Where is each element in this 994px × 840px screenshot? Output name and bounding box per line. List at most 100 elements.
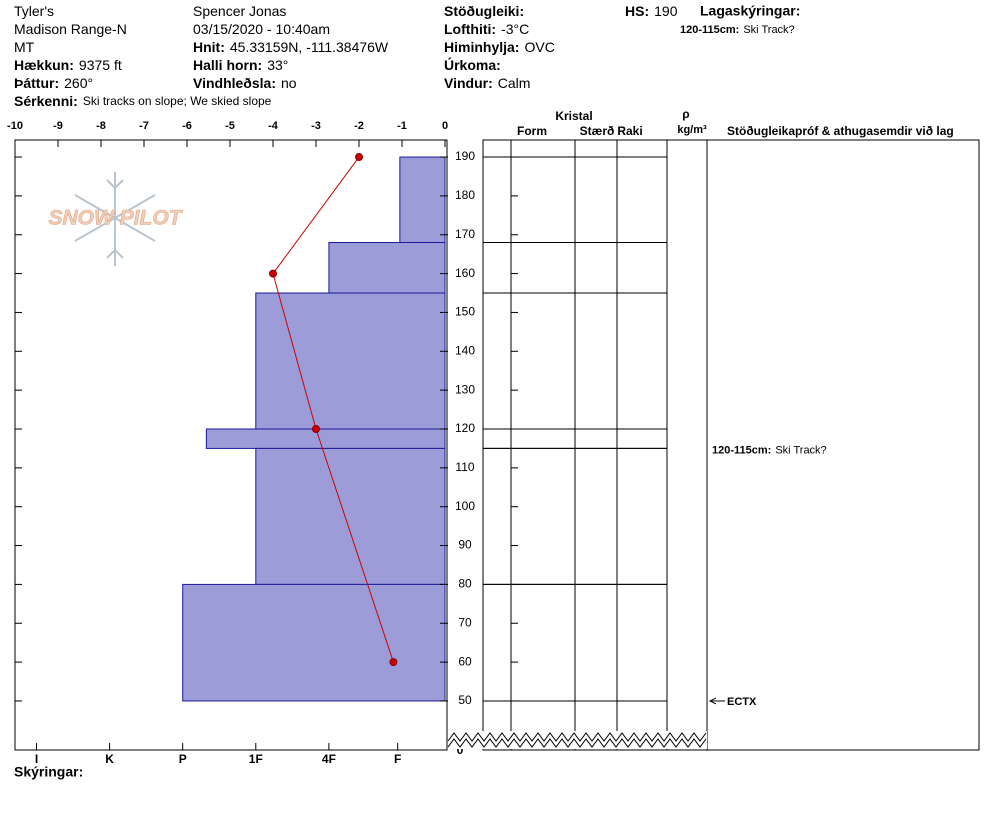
header-field: Madison Range-N bbox=[14, 21, 127, 37]
header-label: Úrkoma: bbox=[444, 56, 501, 73]
y-tick-label: 120 bbox=[455, 421, 475, 435]
x-tick-label: -5 bbox=[225, 120, 235, 132]
header-text: Tyler's bbox=[14, 3, 54, 19]
header-label: Himinhylja: bbox=[444, 39, 519, 55]
header-value: OVC bbox=[524, 39, 554, 55]
hardness-label: K bbox=[105, 752, 114, 766]
header-value: 45.33159N, -111.38476W bbox=[230, 39, 389, 55]
header-text: Madison Range-N bbox=[14, 21, 127, 37]
y-tick-label: 130 bbox=[455, 382, 475, 396]
col-header: ρ bbox=[682, 107, 689, 121]
header-field: Vindur: Calm bbox=[444, 75, 530, 91]
layer-comment: 120-115cm: Ski Track? bbox=[712, 445, 827, 457]
x-tick-label: -1 bbox=[397, 120, 407, 132]
header-field: Hækkun: 9375 ft bbox=[14, 57, 122, 73]
break-mask bbox=[448, 731, 707, 749]
header-field: Spencer Jonas bbox=[193, 3, 286, 19]
header-label: Vindur: bbox=[444, 75, 493, 91]
temperature-point bbox=[312, 425, 320, 433]
x-tick-label: -4 bbox=[268, 120, 279, 132]
temperature-point bbox=[269, 269, 277, 278]
col-header: Form bbox=[517, 124, 547, 138]
header-value: 260° bbox=[64, 75, 93, 91]
y-tick-label: 70 bbox=[458, 615, 472, 629]
header-field: Þáttur: 260° bbox=[14, 75, 93, 91]
col-header: Kristal bbox=[555, 109, 592, 123]
hardness-layer bbox=[328, 242, 446, 294]
hardness-label: F bbox=[394, 752, 401, 766]
hardness-label: 1F bbox=[249, 752, 263, 766]
header-value: Calm bbox=[498, 75, 531, 91]
x-tick-label: -2 bbox=[354, 120, 364, 132]
legend-item: 120-115cm: Ski Track? bbox=[680, 24, 795, 36]
hardness-layer bbox=[255, 447, 446, 585]
comment-text: Ski Track? bbox=[775, 445, 826, 457]
temperature-point bbox=[355, 153, 363, 162]
comment-range: 120-115cm: bbox=[712, 445, 771, 457]
logo bbox=[74, 172, 156, 266]
hardness-layer bbox=[182, 583, 446, 702]
x-tick-label: -8 bbox=[96, 120, 106, 132]
header-field: Hnit: 45.33159N, -111.38476W bbox=[193, 39, 389, 55]
x-tick-label: -10 bbox=[7, 120, 23, 132]
x-tick-label: -7 bbox=[139, 120, 149, 132]
header-field: Sérkenni: Ski tracks on slope; We skied s… bbox=[14, 93, 272, 109]
y-tick-label: 100 bbox=[455, 499, 475, 513]
header-field: MT bbox=[14, 39, 35, 55]
y-tick-label: 90 bbox=[458, 538, 472, 552]
header-label: Hækkun: bbox=[14, 57, 74, 73]
break-line bbox=[447, 738, 707, 748]
col-header: kg/m³ bbox=[677, 124, 707, 136]
footer: Skýringar: bbox=[14, 764, 83, 780]
header-label: Hnit: bbox=[193, 39, 225, 55]
grid-frame bbox=[482, 139, 980, 751]
hardness-label: P bbox=[179, 752, 187, 766]
header-field: Stöðugleiki: bbox=[444, 3, 524, 19]
x-tick-label: -9 bbox=[53, 120, 63, 132]
hardness-layer bbox=[205, 428, 446, 449]
header-field: Lofthiti: -3°C bbox=[444, 21, 529, 37]
y-tick-label: 60 bbox=[458, 654, 472, 668]
break-line bbox=[447, 732, 707, 742]
col-header: Stöðugleikapróf & athugasemdir við lag bbox=[727, 124, 954, 138]
x-tick-label: -3 bbox=[311, 120, 321, 132]
legend-range: 120-115cm: bbox=[680, 24, 739, 36]
hardness-label: 4F bbox=[322, 752, 336, 766]
header-text: Spencer Jonas bbox=[193, 3, 286, 19]
header-value: Ski tracks on slope; We skied slope bbox=[83, 94, 272, 108]
plot-frame bbox=[14, 139, 448, 751]
x-tick-label: 0 bbox=[442, 120, 448, 132]
legend-title: Lagaskýringar: bbox=[700, 3, 800, 19]
hardness-label: I bbox=[35, 752, 38, 766]
column-lines bbox=[510, 140, 708, 750]
header-label: Sérkenni: bbox=[14, 93, 78, 109]
header-field: Vindhleðsla: no bbox=[193, 75, 297, 91]
header-field: Tyler's bbox=[14, 3, 54, 19]
header-label: Stöðugleiki: bbox=[444, 3, 524, 19]
header-value: 33° bbox=[267, 57, 288, 73]
hardness-layer bbox=[399, 156, 446, 244]
col-header: Stærð bbox=[580, 124, 615, 138]
header-text: 03/15/2020 - 10:40am bbox=[193, 21, 330, 37]
y-tick-label: 110 bbox=[455, 460, 474, 474]
header-field: HS: 190 bbox=[625, 3, 678, 19]
header-field: 03/15/2020 - 10:40am bbox=[193, 21, 330, 37]
header-label: Þáttur: bbox=[14, 75, 59, 91]
y-tick-label: 190 bbox=[455, 149, 475, 163]
test-arrow-head bbox=[708, 697, 717, 705]
y-tick-label: 170 bbox=[455, 227, 475, 241]
header-value: no bbox=[281, 75, 297, 91]
header-value: 9375 ft bbox=[79, 57, 122, 73]
header-field: Úrkoma: bbox=[444, 56, 501, 73]
x-tick-label: -6 bbox=[182, 120, 192, 132]
ground-label: 0 bbox=[457, 743, 464, 757]
col-header: Raki bbox=[617, 124, 642, 138]
y-tick-label: 180 bbox=[455, 188, 475, 202]
header-value: -3°C bbox=[501, 21, 529, 37]
y-tick-label: 150 bbox=[455, 305, 475, 319]
header-label: Lofthiti: bbox=[444, 21, 496, 37]
header-label: HS: bbox=[625, 3, 649, 19]
header-label: Vindhleðsla: bbox=[193, 75, 276, 91]
